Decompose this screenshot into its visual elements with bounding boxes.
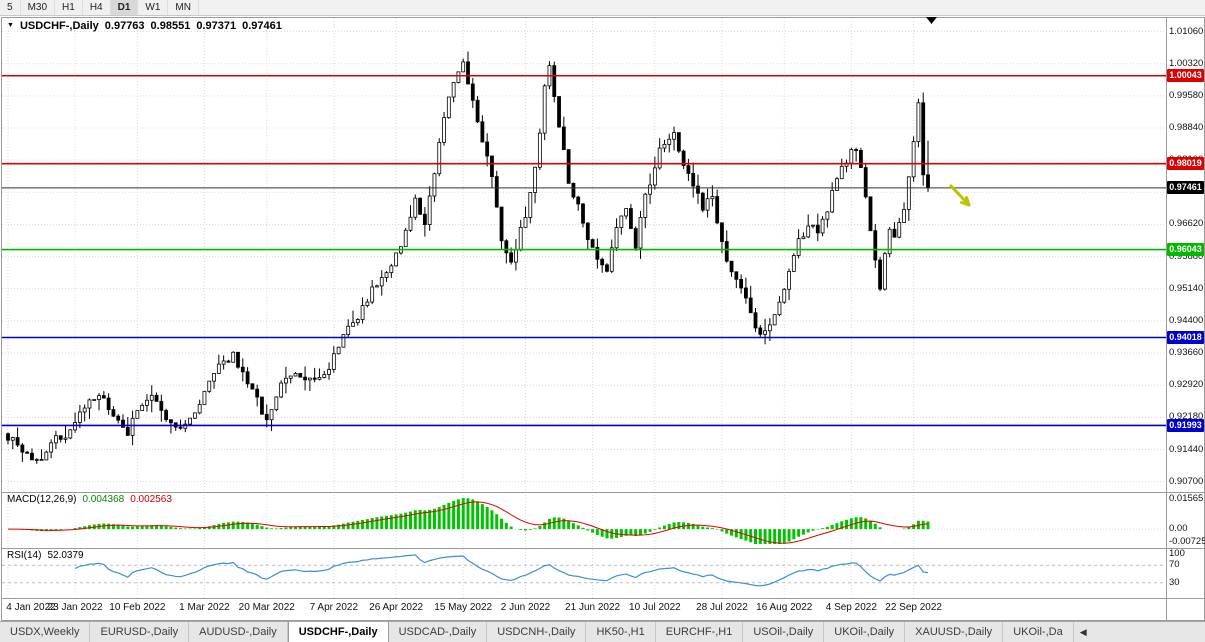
tab-usdchf-daily[interactable]: USDCHF-,Daily xyxy=(287,622,389,642)
ohlc-close: 0.97461 xyxy=(242,20,282,32)
timeframe-h4[interactable]: H4 xyxy=(83,0,111,15)
rsi-header: RSI(14) 52.0379 xyxy=(7,550,84,561)
timeframe-m30[interactable]: M30 xyxy=(21,0,56,15)
timeframe-d1[interactable]: D1 xyxy=(110,0,139,15)
tab-usoil-daily[interactable]: USOil-,Daily xyxy=(743,622,825,642)
tab-audusd-daily[interactable]: AUDUSD-,Daily xyxy=(189,622,288,642)
ohlc-high: 0.98551 xyxy=(150,20,191,32)
rsi-name: RSI(14) xyxy=(7,550,42,561)
tab-usdcad-daily[interactable]: USDCAD-,Daily xyxy=(388,622,488,642)
rsi-value: 52.0379 xyxy=(47,550,84,561)
tab-xauusd-daily[interactable]: XAUUSD-,Daily xyxy=(905,622,1004,642)
chart-tabs-bar: USDX,Weekly EURUSD-,Daily AUDUSD-,Daily … xyxy=(0,621,1205,642)
macd-signal-value: 0.002563 xyxy=(130,494,172,505)
ohlc-low: 0.97371 xyxy=(196,20,237,32)
timeframe-mn[interactable]: MN xyxy=(168,0,199,15)
tab-usdcnh-daily[interactable]: USDCNH-,Daily xyxy=(487,622,587,642)
tab-hk50-h1[interactable]: HK50-,H1 xyxy=(586,622,656,642)
arrow-annotation[interactable] xyxy=(949,184,971,207)
chart-title: USDCHF-,Daily xyxy=(19,20,99,32)
tab-scroll-left-icon[interactable]: ◀ xyxy=(1079,626,1087,637)
candlesticks xyxy=(6,51,930,464)
tab-eurusd-daily[interactable]: EURUSD-,Daily xyxy=(90,622,190,642)
symbol-dropdown-icon[interactable]: ▼ xyxy=(7,22,14,29)
tab-eurchf-h1[interactable]: EURCHF-,H1 xyxy=(655,622,744,642)
ohlc-open: 0.97763 xyxy=(104,20,145,32)
timeframe-toolbar: 5 M30 H1 H4 D1 W1 MN xyxy=(0,0,1205,16)
tab-usdx-weekly[interactable]: USDX,Weekly xyxy=(0,622,91,642)
chart-header: ▼ USDCHF-,Daily 0.97763 0.98551 0.97371 … xyxy=(7,20,282,32)
triangle-marker[interactable] xyxy=(926,17,937,24)
macd-header: MACD(12,26,9) 0.004368 0.002563 xyxy=(7,494,172,505)
macd-main-value: 0.004368 xyxy=(82,494,125,505)
timeframe-w1[interactable]: W1 xyxy=(138,0,169,15)
tab-ukoil-daily[interactable]: UKOil-,Daily xyxy=(824,622,906,642)
macd-name: MACD(12,26,9) xyxy=(7,494,77,505)
timeframe-m5[interactable]: 5 xyxy=(0,0,21,15)
timeframe-h1[interactable]: H1 xyxy=(55,0,83,15)
tab-ukoil-daily-2[interactable]: UKOil-,Da xyxy=(1003,622,1074,642)
